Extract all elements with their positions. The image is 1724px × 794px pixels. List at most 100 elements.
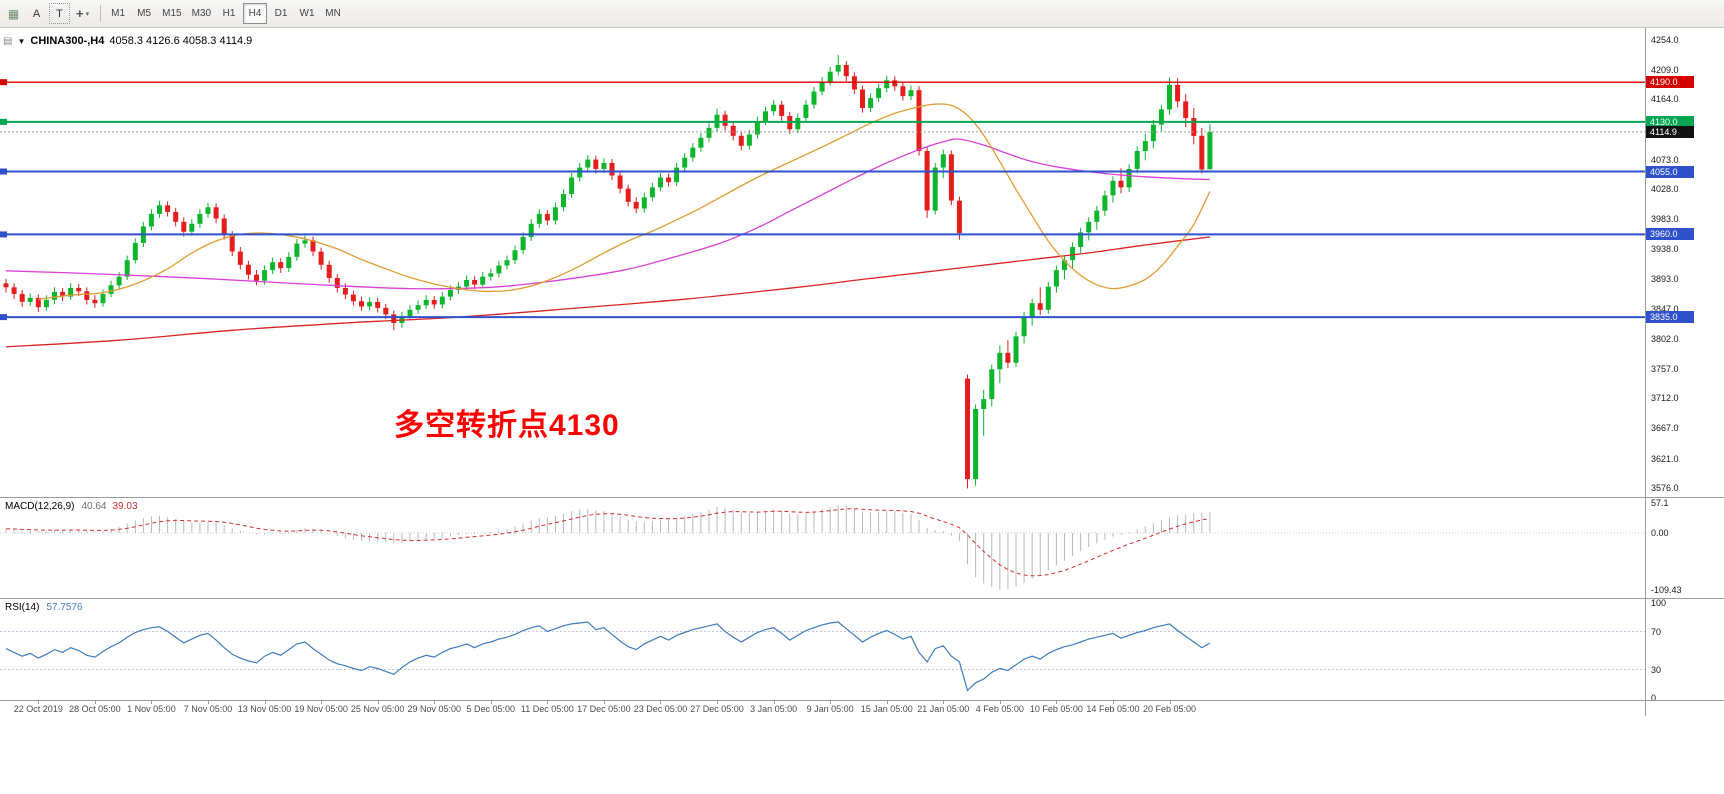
rsi-axis-label: 0 [1651,693,1657,703]
timeframe-button-m5[interactable]: M5 [137,8,152,19]
macd-signal-line [5,508,1210,577]
timeframe-button-d1[interactable]: D1 [274,8,288,19]
text-box-button[interactable]: T [49,3,70,24]
timeframe-button-m15[interactable]: M15 [162,8,182,19]
price-line-label-4114.9: 4114.9 [1646,125,1694,138]
price-line-label-3835.0: 3835.0 [1646,311,1694,324]
main-chart-pane[interactable]: ▤ ▼ CHINA300-,H4 4058.3 4126.6 4058.3 41… [0,28,1645,497]
time-axis-tick [943,701,945,704]
hline-edge-marker [0,79,7,86]
macd-label-row: MACD(12,26,9) 40.64 39.03 [5,501,138,512]
time-axis-date-label: 20 Feb 05:00 [1142,704,1197,714]
time-axis-date-label: 9 Jan 05:00 [806,704,854,714]
price-axis-tick-label: 4254.0 [1651,34,1679,45]
time-axis-tick [999,701,1001,704]
price-scale[interactable]: 4254.0 4209.0 4164.0 4073.0 4028.0 3983.0 3938… [1645,28,1724,716]
macd-main-value: 40.64 [81,501,107,512]
price-axis-tick-label: 3667.0 [1651,423,1679,434]
time-axis-tick [830,701,832,704]
hline-edge-marker [0,314,7,321]
time-axis-date-label: 3 Jan 05:00 [750,704,798,714]
time-axis-date-label: 17 Dec 05:00 [577,704,631,714]
rsi-indicator-label: RSI(14) [5,602,40,613]
time-scale[interactable]: 22 Oct 2019 28 Oct 05:00 1 Nov 05:00 7 Nov … [0,701,1724,717]
text-label-button[interactable]: A [32,7,41,20]
time-axis-date-label: 4 Feb 05:00 [975,704,1024,714]
rsi-axis-label: 30 [1651,664,1662,675]
timeframe-button-w1[interactable]: W1 [299,8,315,19]
macd-axis-label: 0.00 [1651,528,1669,538]
pane-splitter[interactable] [0,700,1724,701]
rsi-label-row: RSI(14) 57.7576 [5,602,83,613]
timeframe-button-group: M1 M5 M15 M30 H1 H4 D1 W1 MN [106,3,347,24]
main-chart-canvas[interactable] [0,28,1645,497]
toolbar-separator [100,5,102,22]
macd-axis-label: 57.1 [1651,498,1669,509]
pane-splitter[interactable] [0,598,1724,599]
timeframe-button-mn[interactable]: MN [325,8,341,19]
chart-title-row: ▤ ▼ CHINA300-,H4 4058.3 4126.6 4058.3 41… [3,35,252,47]
pane-splitter[interactable] [0,497,1724,498]
rsi-line [5,621,1211,692]
toolbar: ▦ A T + ▾ M1 M5 M15 M30 H1 H4 D1 W1 MN [0,0,1724,28]
rsi-value: 57.7576 [46,602,83,613]
time-axis-date-label: 21 Jan 05:00 [917,704,970,714]
time-axis-tick [773,701,775,704]
time-axis-tick [1056,701,1058,704]
chart-symbol-title: CHINA300-,H4 [30,35,105,47]
chart-text-annotation[interactable]: 多空转折点4130 [394,409,620,442]
time-axis-date-label: 28 Oct 05:00 [69,704,121,714]
time-axis-date-label: 23 Dec 05:00 [633,704,688,714]
timeframe-button-m30[interactable]: M30 [191,8,212,19]
time-axis-date-label: 10 Feb 05:00 [1029,704,1083,714]
timeframe-button-h1[interactable]: H1 [222,8,236,19]
price-axis-tick-label: 3576.0 [1651,483,1679,494]
macd-histogram [5,505,1211,590]
time-axis-date-label: 27 Dec 05:00 [690,704,744,714]
time-axis-tick [886,701,888,704]
grid-icon: ▦ [7,6,20,21]
crosshair-icon: + [76,6,84,21]
chart-grid-button[interactable]: ▦ [3,3,24,24]
price-axis-tick-label: 4028.0 [1651,184,1679,195]
rsi-canvas[interactable] [0,599,1645,700]
price-axis-tick-label: 4209.0 [1651,64,1679,75]
chevron-down-icon: ▾ [85,10,90,18]
time-axis-date-label: 25 Nov 05:00 [350,704,405,714]
price-axis-tick-label: 3847.0 [1651,304,1679,315]
time-axis-date-label: 19 Nov 05:00 [294,704,348,714]
time-axis-tick [151,701,153,704]
time-axis-date-label: 14 Feb 05:00 [1086,704,1140,714]
price-axis-tick-label: 4073.0 [1651,154,1679,165]
price-axis-tick-label: 3757.0 [1651,363,1679,374]
timeframe-button-m1[interactable]: M1 [111,8,126,19]
drawing-objects-button[interactable]: + ▾ [72,3,93,24]
time-axis-tick [660,701,662,704]
price-axis-tick-label: 4164.0 [1651,94,1679,105]
time-axis-date-label: 22 Oct 2019 [13,704,63,714]
timeframe-button-h4[interactable]: H4 [243,3,268,24]
time-axis-tick [1112,701,1114,704]
rsi-indicator-pane[interactable]: RSI(14) 57.7576 [0,599,1645,700]
macd-signal-value: 39.03 [112,501,138,512]
macd-indicator-pane[interactable]: MACD(12,26,9) 40.64 39.03 [0,498,1645,598]
time-axis-tick [490,701,492,704]
time-axis-date-label: 1 Nov 05:00 [127,704,176,714]
price-line-label-4190.0: 4190.0 [1646,76,1694,89]
rsi-axis-label: 100 [1651,598,1667,608]
time-axis-tick [377,701,379,704]
price-axis-tick-label: 3983.0 [1651,214,1679,225]
time-axis-tick [434,701,436,704]
collapse-arrow-icon[interactable]: ▼ [17,36,26,46]
macd-axis-label: -109.43 [1651,584,1682,595]
time-axis-date-label: 11 Dec 05:00 [520,704,574,714]
price-line-label-3960.0: 3960.0 [1646,228,1694,241]
macd-canvas[interactable] [0,498,1645,598]
hline-edge-marker [0,118,7,125]
time-axis-tick [38,701,40,704]
ma-medium-magenta [5,138,1210,290]
time-axis-tick [94,701,96,704]
candles-layer [3,55,1213,489]
time-axis-date-label: 29 Nov 05:00 [407,704,462,714]
